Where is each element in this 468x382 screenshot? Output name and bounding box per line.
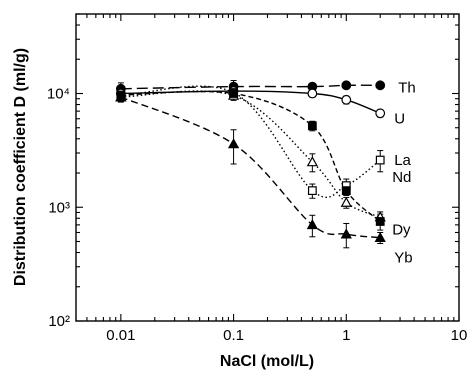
axis-ticks <box>75 13 460 322</box>
series-markers <box>115 80 386 242</box>
y-tick-label: 10³ <box>48 199 70 216</box>
marker-Nd <box>340 196 352 207</box>
x-tick-label: 1 <box>342 327 350 344</box>
series-label-Th: Th <box>398 79 416 96</box>
marker-U <box>307 88 318 99</box>
marker-Nd <box>306 156 318 167</box>
series-line-U <box>120 90 381 114</box>
y-tick-label: 10⁴ <box>47 86 70 103</box>
series-line-La <box>120 85 381 198</box>
marker-Th <box>341 80 352 91</box>
marker-Dy <box>229 89 238 98</box>
series-label-Yb: Yb <box>394 250 412 267</box>
series-error-bars <box>117 80 384 249</box>
series-line-Yb <box>120 96 381 239</box>
marker-U <box>375 108 386 119</box>
marker-La <box>307 186 317 196</box>
marker-Dy <box>375 217 385 226</box>
marker-La <box>375 155 385 165</box>
y-axis-title: Distribution coefficient D (ml/g) <box>12 48 29 286</box>
x-tick-label: 0.01 <box>106 327 135 344</box>
x-tick-label: 0.1 <box>223 327 244 344</box>
x-tick-label: 10 <box>451 327 468 344</box>
series-label-La: La <box>394 152 411 169</box>
x-axis-title: NaCl (mol/L) <box>220 353 314 370</box>
y-tick-label: 10² <box>48 313 70 330</box>
marker-Dy <box>307 121 317 131</box>
series-line-Dy <box>120 90 381 222</box>
series-label-Dy: Dy <box>392 221 411 238</box>
marker-Yb <box>227 138 240 149</box>
axis-tick-labels: 0.01 0.1 1 10 10² 10³ 10⁴ <box>47 86 467 344</box>
marker-Yb <box>374 231 386 242</box>
series-lines <box>120 84 381 239</box>
series-line-Th <box>120 84 381 90</box>
marker-Yb <box>115 91 127 102</box>
series-label-Nd: Nd <box>392 169 411 186</box>
series-label-U: U <box>394 110 405 127</box>
marker-Yb <box>306 219 318 230</box>
series-line-Nd <box>120 90 381 218</box>
marker-U <box>341 94 352 105</box>
marker-Yb <box>340 228 352 239</box>
marker-Dy <box>341 186 351 196</box>
marker-Th <box>375 80 386 91</box>
